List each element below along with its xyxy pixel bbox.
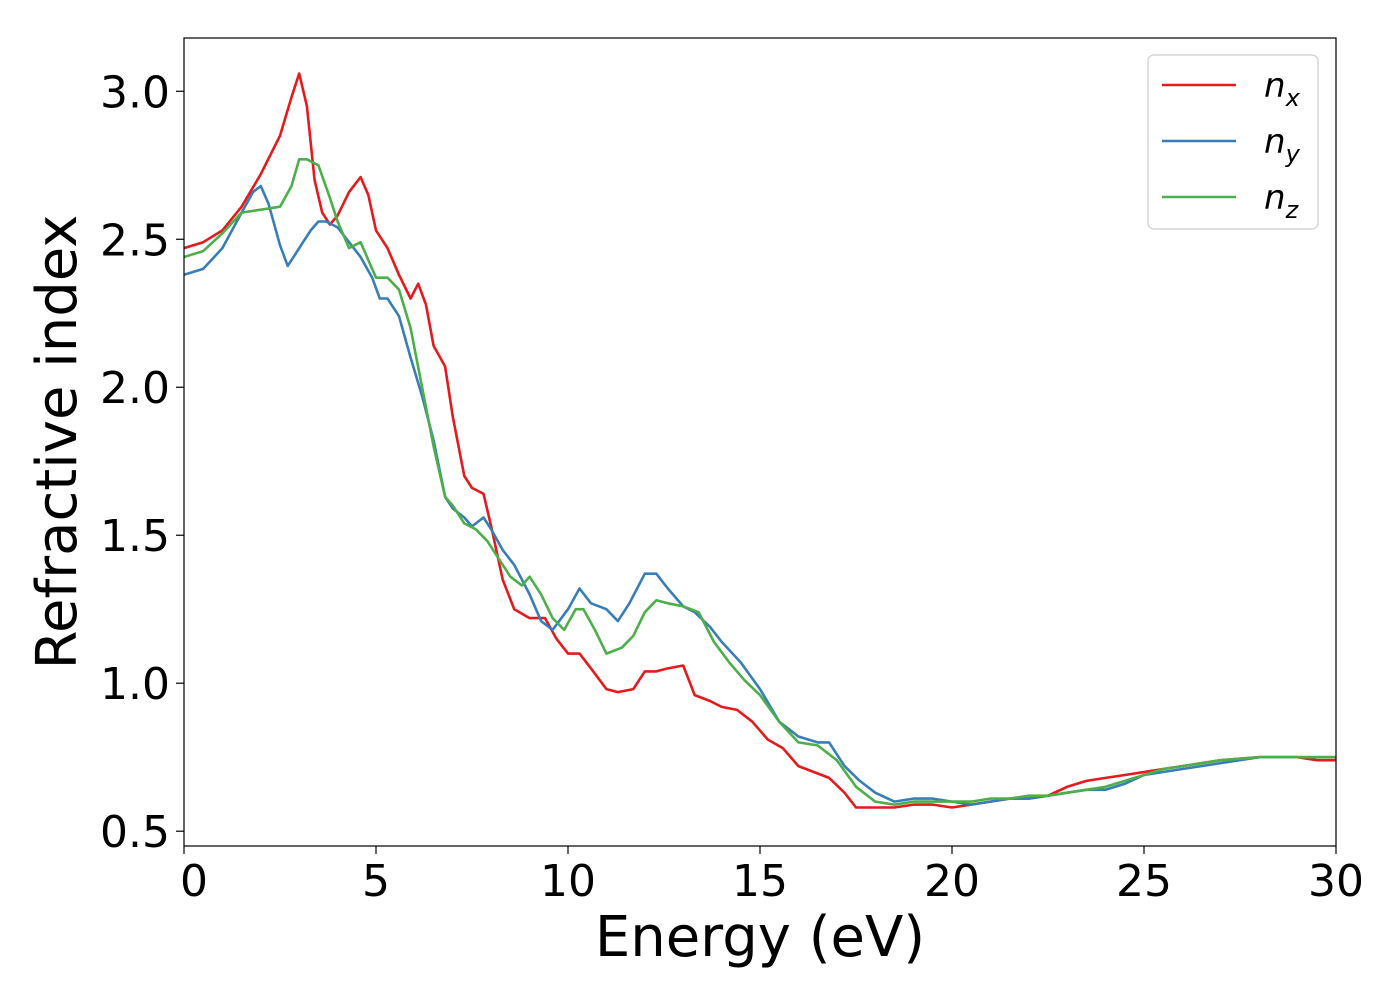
legend-label-base: n: [1264, 122, 1286, 162]
legend-label-subscript: x: [1285, 84, 1301, 112]
x-tick-label: 10: [540, 856, 596, 907]
x-tick-label: 5: [362, 856, 390, 907]
x-axis: 0 5 10 15 20 25 30: [180, 846, 1364, 907]
x-axis-label: Energy (eV): [595, 905, 925, 970]
x-tick-label: 15: [732, 856, 788, 907]
x-tick-label: 0: [180, 856, 208, 907]
y-tick-label: 3.0: [100, 67, 170, 118]
legend-label: nz: [1264, 178, 1300, 224]
series-line-nz: [183, 158, 1336, 806]
legend-label: ny: [1264, 122, 1301, 168]
series-line-ny: [183, 184, 1336, 806]
legend-label: nx: [1264, 66, 1301, 112]
y-tick-label: 0.5: [100, 807, 170, 858]
x-tick-label: 25: [1116, 856, 1172, 907]
y-tick-label: 1.5: [100, 511, 170, 562]
legend-label-subscript: y: [1285, 140, 1301, 168]
y-tick-label: 2.5: [100, 215, 170, 266]
y-axis: 0.5 1.0 1.5 2.0 2.5 3.0: [100, 67, 184, 858]
x-tick-label: 20: [924, 856, 980, 907]
y-tick-label: 1.0: [100, 659, 170, 710]
series-lines: [183, 72, 1336, 809]
legend-label-subscript: z: [1285, 196, 1300, 224]
legend-label-base: n: [1264, 66, 1286, 106]
x-tick-label: 30: [1308, 856, 1364, 907]
y-axis-label: Refractive index: [25, 215, 90, 670]
y-tick-label: 2.0: [100, 363, 170, 414]
legend-label-base: n: [1264, 178, 1286, 218]
